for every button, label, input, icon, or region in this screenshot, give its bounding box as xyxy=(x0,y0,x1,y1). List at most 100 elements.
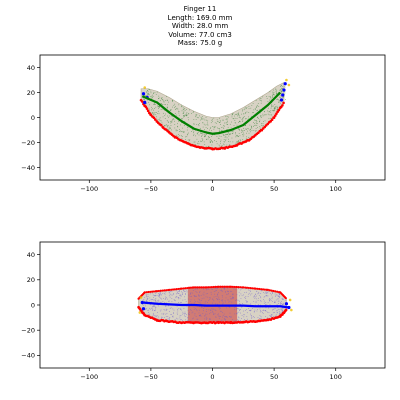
cloud-point xyxy=(217,137,219,139)
cloud-point xyxy=(186,112,188,114)
cloud-point xyxy=(229,123,231,125)
cloud-point xyxy=(281,310,283,312)
cloud-point xyxy=(204,136,206,137)
edge-point xyxy=(224,285,228,288)
cloud-point xyxy=(271,106,272,108)
cloud-point xyxy=(282,310,284,312)
cloud-point xyxy=(281,95,283,97)
cloud-point xyxy=(169,293,171,295)
cloud-point xyxy=(276,304,278,306)
edge-point xyxy=(210,285,213,289)
cloud-point xyxy=(220,121,221,123)
cloud-point xyxy=(166,124,167,126)
cloud-point xyxy=(267,110,268,112)
cloud-point xyxy=(219,118,221,120)
cloud-point xyxy=(284,308,286,310)
cloud-point xyxy=(187,320,189,321)
cloud-point xyxy=(262,125,264,127)
cloud-point xyxy=(239,141,241,143)
cloud-point xyxy=(173,312,174,314)
cloud-point xyxy=(164,110,166,111)
cloud-point xyxy=(156,112,157,113)
cloud-point xyxy=(193,133,195,135)
x-tick-label: 100 xyxy=(330,373,342,381)
cloud-point xyxy=(184,116,185,117)
cloud-point xyxy=(165,310,167,311)
cloud-point xyxy=(204,136,205,138)
cloud-point xyxy=(167,129,168,130)
cloud-point xyxy=(154,310,156,312)
cloud-point xyxy=(257,293,259,295)
cloud-point xyxy=(272,301,273,302)
cloud-point xyxy=(157,105,158,107)
cloud-point xyxy=(278,102,280,103)
cloud-point xyxy=(263,121,264,122)
cloud-point xyxy=(238,308,239,310)
cloud-point xyxy=(253,296,255,298)
cloud-point xyxy=(235,143,237,145)
cloud-point xyxy=(174,124,176,125)
cloud-point xyxy=(155,300,157,302)
cloud-point xyxy=(281,304,283,306)
cloud-point xyxy=(155,301,157,303)
cloud-point xyxy=(203,123,205,125)
cloud-point xyxy=(246,129,247,130)
cloud-point xyxy=(277,106,278,108)
cloud-point xyxy=(149,293,151,295)
cloud-point xyxy=(182,112,184,114)
edge-point xyxy=(212,285,215,289)
cloud-point xyxy=(172,115,173,117)
cloud-point xyxy=(246,111,248,113)
cloud-point xyxy=(152,112,154,114)
cloud-point xyxy=(260,102,262,104)
cloud-point xyxy=(218,296,220,298)
cloud-point xyxy=(196,133,198,135)
cloud-point xyxy=(221,130,222,132)
cloud-point xyxy=(244,108,246,110)
cloud-point xyxy=(185,316,187,317)
cloud-point xyxy=(153,296,154,298)
cloud-point xyxy=(229,144,231,145)
cloud-point xyxy=(152,310,154,311)
cloud-point xyxy=(160,297,162,299)
cloud-point xyxy=(193,309,195,310)
cloud-point xyxy=(145,95,147,96)
cloud-point xyxy=(148,314,150,315)
cloud-point xyxy=(152,96,153,98)
edge-point xyxy=(154,118,157,121)
cloud-point xyxy=(146,298,148,300)
cloud-point xyxy=(157,311,158,313)
cloud-point xyxy=(212,310,214,312)
cloud-point xyxy=(208,136,210,138)
cloud-point xyxy=(217,294,218,295)
cloud-point xyxy=(158,300,160,302)
cloud-point xyxy=(274,107,276,109)
cloud-point xyxy=(216,143,218,145)
cloud-point xyxy=(204,133,205,135)
cloud-point xyxy=(212,302,213,304)
cloud-point xyxy=(284,86,286,88)
cloud-point xyxy=(193,111,194,113)
cloud-point xyxy=(185,136,186,138)
cloud-point xyxy=(199,314,201,316)
cloud-point xyxy=(171,121,173,122)
cloud-point xyxy=(214,309,216,311)
cloud-point xyxy=(226,129,228,130)
cloud-point xyxy=(259,97,261,99)
cloud-point xyxy=(253,122,254,123)
cloud-point xyxy=(233,288,235,290)
cloud-point xyxy=(188,313,189,315)
cloud-point xyxy=(255,122,257,124)
cloud-point xyxy=(155,114,157,116)
cloud-point xyxy=(232,294,234,296)
cloud-point xyxy=(153,305,154,307)
edge-point xyxy=(187,286,191,289)
title-line-3: Width: 28.0 mm xyxy=(171,22,229,31)
cloud-point xyxy=(256,295,257,297)
cloud-point xyxy=(261,115,263,117)
edge-point xyxy=(270,289,273,292)
cloud-point xyxy=(241,318,243,319)
cloud-point xyxy=(242,303,243,304)
cloud-point xyxy=(282,299,284,300)
cloud-point xyxy=(206,289,207,291)
